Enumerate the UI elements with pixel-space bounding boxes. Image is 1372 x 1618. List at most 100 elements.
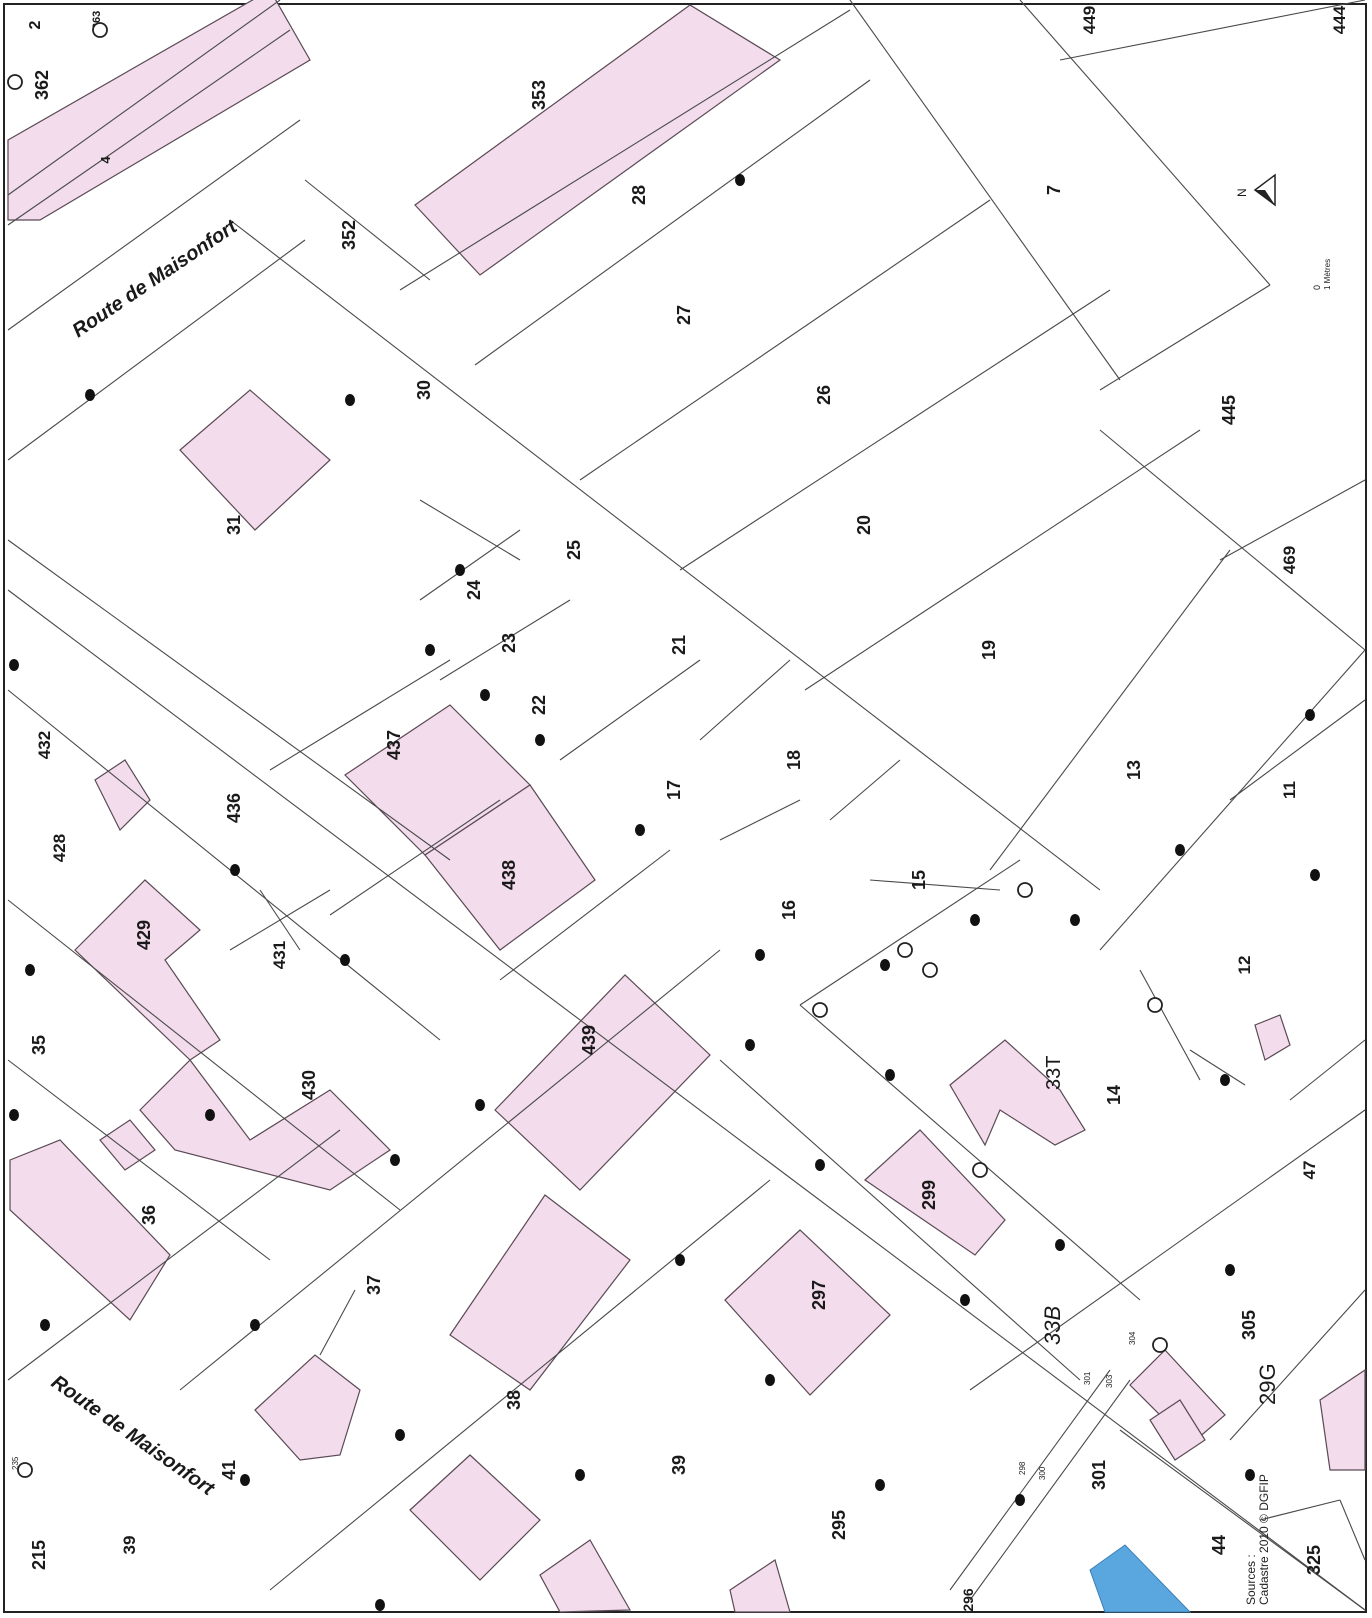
boundary-marker xyxy=(635,824,645,836)
survey-point xyxy=(922,962,938,978)
parcel-number: 295 xyxy=(829,1510,849,1540)
parcel-number: 21 xyxy=(669,635,689,655)
parcel-number: 353 xyxy=(529,80,549,110)
building xyxy=(494,974,711,1191)
parcel-number: 20 xyxy=(854,515,874,535)
building xyxy=(449,1194,631,1391)
boundary-marker xyxy=(1305,709,1315,721)
survey-point xyxy=(897,942,913,958)
parcel-number: 469 xyxy=(1280,546,1299,574)
parcel-number: 301 xyxy=(1089,1460,1109,1490)
boundary-marker xyxy=(1310,869,1320,881)
building xyxy=(1149,1399,1206,1461)
parcel-number: 44 xyxy=(1209,1535,1229,1555)
parcel-number: 439 xyxy=(579,1025,599,1055)
boundary-marker xyxy=(1220,1074,1230,1086)
parcel-number: 305 xyxy=(1239,1310,1259,1340)
boundary-marker xyxy=(9,1109,19,1121)
parcel-number: 4 xyxy=(98,156,113,164)
parcel-number: 13 xyxy=(1124,760,1144,780)
boundary-marker xyxy=(885,1069,895,1081)
parcel-number: 12 xyxy=(1235,956,1254,975)
survey-point xyxy=(1152,1337,1168,1353)
boundary-marker xyxy=(815,1159,825,1171)
parcel-number: 430 xyxy=(299,1070,319,1100)
parcel-number: 432 xyxy=(35,731,54,759)
survey-point xyxy=(92,22,108,38)
boundary-marker xyxy=(1245,1469,1255,1481)
parcel-number: 437 xyxy=(384,730,404,760)
parcel-number: 39 xyxy=(120,1536,139,1555)
parcel-number: 2 xyxy=(27,20,44,29)
building xyxy=(409,1454,541,1581)
boundary-marker xyxy=(535,734,545,746)
water-body xyxy=(1089,1544,1192,1613)
survey-point xyxy=(812,1002,828,1018)
parcel-number: 38 xyxy=(504,1390,524,1410)
boundary-marker xyxy=(250,1319,260,1331)
parcel-number: 215 xyxy=(29,1540,49,1570)
building xyxy=(1319,1368,1366,1471)
parcel-number: 297 xyxy=(809,1280,829,1310)
boundary-marker xyxy=(230,864,240,876)
parcel-number: 26 xyxy=(814,385,834,405)
parcel-number: 18 xyxy=(784,750,804,770)
parcel-number: 429 xyxy=(134,920,154,950)
boundary-marker xyxy=(755,949,765,961)
parcel-number: 17 xyxy=(664,780,684,800)
survey-point xyxy=(1147,997,1163,1013)
boundary-marker xyxy=(1225,1264,1235,1276)
boundary-marker xyxy=(970,914,980,926)
parcel-number: 325 xyxy=(1304,1545,1324,1575)
boundary-marker xyxy=(765,1374,775,1386)
boundary-marker xyxy=(425,644,435,656)
parcel-number: 15 xyxy=(909,870,929,890)
building xyxy=(99,1119,156,1171)
parcel-number: 24 xyxy=(464,580,484,600)
small-number-labels: 304 301 303 298 300 235 xyxy=(11,1331,1137,1480)
parcel-number: 445 xyxy=(1219,395,1239,425)
scale-unit: 1 Mètres xyxy=(1323,259,1332,290)
building xyxy=(1254,1014,1291,1061)
parcel-number: 16 xyxy=(779,900,799,920)
building xyxy=(254,1354,361,1461)
section-label: 33B xyxy=(1040,1306,1065,1345)
small-number: 235 xyxy=(11,1456,20,1470)
parcel-number: 352 xyxy=(339,220,359,250)
scale-zero: 0 xyxy=(1312,285,1322,290)
small-number: 301 xyxy=(1083,1371,1092,1385)
parcel-number: 41 xyxy=(219,1460,239,1480)
small-number: 303 xyxy=(1105,1374,1114,1388)
building xyxy=(729,1559,791,1613)
building xyxy=(949,1039,1086,1147)
map-frame xyxy=(3,3,1367,1613)
parcel-number: 299 xyxy=(919,1180,939,1210)
parcel-number: 39 xyxy=(669,1455,689,1475)
parcel-number: 22 xyxy=(529,695,549,715)
survey-point xyxy=(7,74,23,90)
parcel-number: 362 xyxy=(32,70,52,100)
boundary-marker xyxy=(735,174,745,186)
boundary-marker xyxy=(375,1599,385,1611)
boundary-marker xyxy=(25,964,35,976)
parcel-number: 25 xyxy=(564,540,584,560)
parcel-number: 449 xyxy=(1080,6,1099,34)
building xyxy=(864,1129,1006,1256)
parcel-number: 47 xyxy=(1300,1161,1319,1180)
north-letter: N xyxy=(1235,188,1249,197)
boundary-marker xyxy=(960,1294,970,1306)
boundary-marker xyxy=(340,954,350,966)
parcel-boundaries xyxy=(7,0,1366,1611)
boundary-marker xyxy=(875,1479,885,1491)
small-number: 304 xyxy=(1128,1331,1137,1345)
survey-point xyxy=(17,1462,33,1478)
sources-label: Sources : xyxy=(1244,1554,1258,1605)
boundary-marker xyxy=(575,1469,585,1481)
boundary-marker xyxy=(455,564,465,576)
building xyxy=(414,4,782,276)
building xyxy=(7,0,311,221)
parcel-number: 11 xyxy=(1280,781,1299,799)
